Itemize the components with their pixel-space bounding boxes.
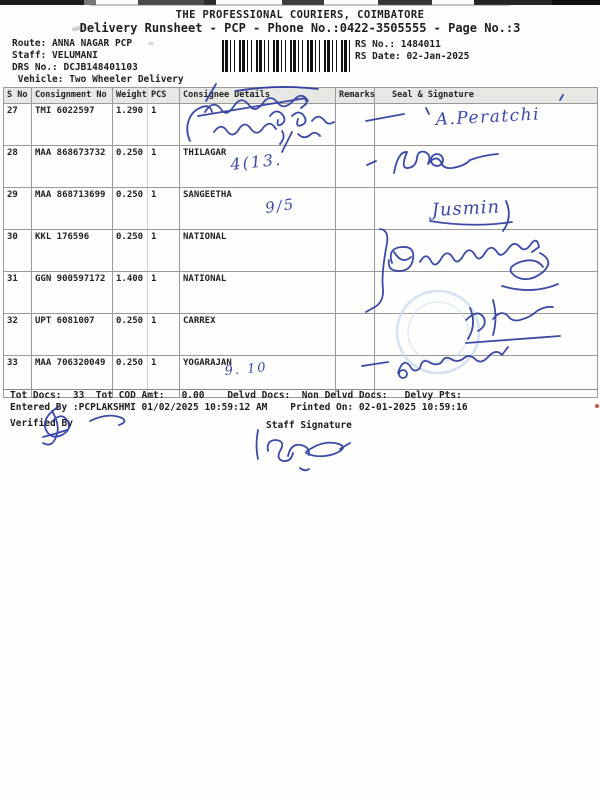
cell-sno: 30 [3, 229, 32, 272]
cell-consignment: GGN 900597172 [31, 271, 113, 314]
red-dot-artifact [595, 404, 599, 408]
scan-smudge [148, 42, 154, 45]
entered-printed-line: Entered By :PCPLAKSHMI 01/02/2025 10:59:… [10, 402, 468, 413]
table-row: 31 GGN 900597172 1.400 1 NATIONAL [3, 271, 598, 314]
cell-sno: 33 [3, 355, 32, 398]
cell-remarks [335, 313, 375, 356]
cell-sno: 32 [3, 313, 32, 356]
cell-sno: 31 [3, 271, 32, 314]
col-header-pcs: PCS [147, 87, 180, 104]
table-bottom-rule [3, 389, 597, 390]
company-title: THE PROFESSIONAL COURIERS, COIMBATORE [175, 9, 425, 21]
table-row: 30 KKL 176596 0.250 1 NATIONAL [3, 229, 598, 272]
cell-sno: 28 [3, 145, 32, 188]
rs-no-line: RS No.: 1484011 [355, 39, 441, 50]
cell-remarks [335, 271, 375, 314]
col-header-weight: Weight [112, 87, 148, 104]
cell-pcs: 1 [147, 187, 180, 230]
cell-weight: 0.250 [112, 145, 148, 188]
cell-consignment: UPT 6081007 [31, 313, 113, 356]
verified-by-label: Verified By [10, 418, 73, 429]
cell-consignee: THILAGAR [179, 145, 336, 188]
scan-artifact-top-line [90, 4, 510, 6]
runsheet-table: S No Consignment No Weight PCS Consignee… [3, 87, 598, 398]
cell-remarks [335, 103, 375, 146]
table-row: 32 UPT 6081007 0.250 1 CARREX [3, 313, 598, 356]
cell-remarks [335, 187, 375, 230]
cell-weight: 0.250 [112, 229, 148, 272]
cell-pcs: 1 [147, 313, 180, 356]
cell-consignee: CARREX [179, 313, 336, 356]
staff-signature-ink [255, 429, 351, 472]
cell-consignee: NATIONAL [179, 229, 336, 272]
staff-line: Staff: VELUMANI [12, 50, 98, 61]
totals-summary-line: Tot Docs: 33 Tot COD Amt: 0.00 Delvd Doc… [10, 390, 462, 401]
cell-seal-signature [374, 229, 598, 272]
cell-consignee: SANGEETHA [179, 187, 336, 230]
cell-seal-signature [374, 271, 598, 314]
cell-pcs: 1 [147, 145, 180, 188]
cell-sno: 29 [3, 187, 32, 230]
rs-date-line: RS Date: 02-Jan-2025 [355, 51, 470, 62]
cell-pcs: 1 [147, 229, 180, 272]
scan-artifact-top [0, 0, 600, 5]
col-header-remarks: Remarks [335, 87, 375, 104]
cell-remarks [335, 229, 375, 272]
cell-remarks [335, 145, 375, 188]
table-row: 29 MAA 868713699 0.250 1 SANGEETHA [3, 187, 598, 230]
col-header-sno: S No [3, 87, 32, 104]
cell-consignment: TMI 6022597 [31, 103, 113, 146]
table-row: 27 TMI 6022597 1.290 1 [3, 103, 598, 146]
vehicle-line: Vehicle: Two Wheeler Delivery [12, 74, 184, 85]
cell-consignee: YOGARAJAN [179, 355, 336, 398]
table-header-row: S No Consignment No Weight PCS Consignee… [3, 87, 598, 104]
cell-pcs: 1 [147, 271, 180, 314]
cell-consignee: NATIONAL [179, 271, 336, 314]
cell-sno: 27 [3, 103, 32, 146]
cell-pcs: 1 [147, 103, 180, 146]
col-header-consignment: Consignment No [31, 87, 113, 104]
table-row: 28 MAA 868673732 0.250 1 THILAGAR [3, 145, 598, 188]
cell-consignee [179, 103, 336, 146]
cell-consignment: MAA 868713699 [31, 187, 113, 230]
col-header-seal-signature: Seal & Signature [374, 87, 598, 104]
cell-weight: 1.400 [112, 271, 148, 314]
drs-no-line: DRS No.: DCJB148401103 [12, 62, 138, 73]
cell-weight: 0.250 [112, 187, 148, 230]
cell-consignment: KKL 176596 [31, 229, 113, 272]
cell-seal-signature [374, 103, 598, 146]
staff-signature-label: Staff Signature [266, 420, 352, 431]
barcode-image [221, 39, 351, 73]
cell-consignment: MAA 868673732 [31, 145, 113, 188]
runsheet-subtitle: Delivery Runsheet - PCP - Phone No.:0422… [79, 21, 521, 35]
route-line: Route: ANNA NAGAR PCP [12, 38, 133, 49]
cell-seal-signature [374, 187, 598, 230]
cell-weight: 0.250 [112, 313, 148, 356]
cell-weight: 1.290 [112, 103, 148, 146]
cell-seal-signature [374, 145, 598, 188]
cell-seal-signature [374, 313, 598, 356]
col-header-consignee: Consignee Details [179, 87, 336, 104]
